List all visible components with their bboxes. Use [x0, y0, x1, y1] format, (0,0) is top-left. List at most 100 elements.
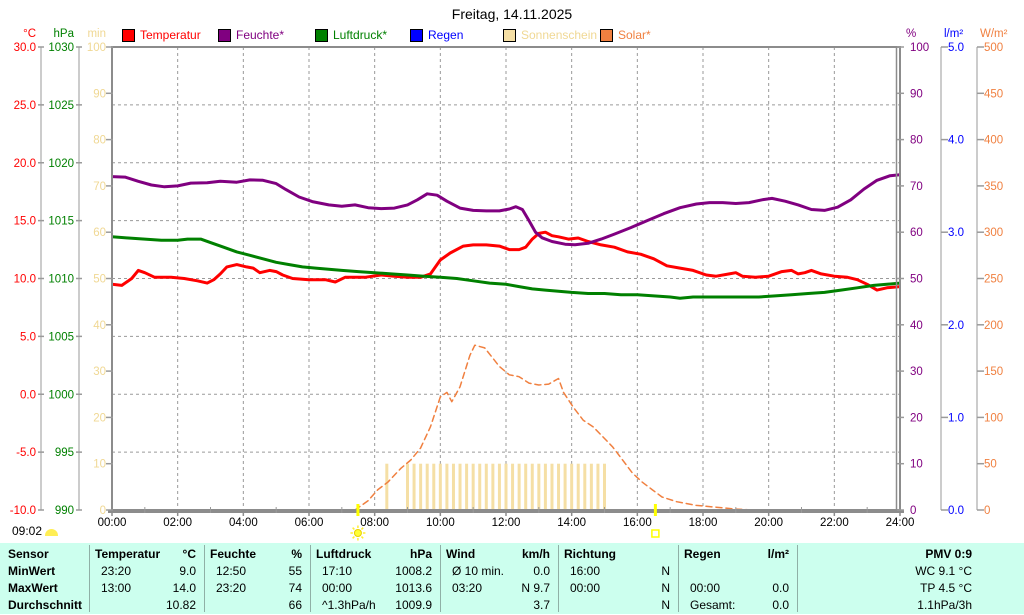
axis-tick-label: 0.0	[20, 389, 36, 401]
sunshine-bar	[563, 463, 567, 510]
table-cell-time: ^1.3hPa/h	[322, 598, 376, 612]
table-cell-value: N	[661, 564, 670, 578]
table-cell-time: 03:20	[452, 581, 483, 595]
legend-item-regen: Regen	[410, 28, 463, 42]
axis-tick-label: 5.0	[20, 331, 36, 343]
x-axis-label: 08:00	[360, 517, 389, 529]
table-separator	[310, 545, 311, 612]
table-separator	[797, 545, 798, 612]
sunshine-bar	[419, 463, 423, 510]
sunshine-bar	[576, 463, 580, 510]
axis-tick-label: 10.0	[14, 274, 36, 286]
table-cell-time: 00:00	[322, 581, 353, 595]
stats-table: Sensor MinWert MaxWert Durchschnitt Temperat…	[0, 543, 1024, 614]
legend-item-temperatur: Temperatur	[122, 28, 201, 42]
table-cell-time: 16:00	[570, 564, 601, 578]
series-line-luftdruck	[112, 235, 900, 300]
sunshine-bar	[451, 463, 455, 510]
col-unit: °C	[182, 547, 196, 561]
x-axis-label: 02:00	[163, 517, 192, 529]
axis-tick-label: 990	[55, 505, 74, 517]
sunshine-bar	[484, 463, 488, 510]
axis-tick-label: 100	[984, 412, 1003, 424]
sunshine-bar	[543, 463, 547, 510]
x-axis-label: 06:00	[295, 517, 324, 529]
axis-tick-label: 20	[93, 412, 106, 424]
col-unit: hPa	[409, 547, 432, 561]
axis-tick-label: 50	[93, 274, 106, 286]
x-axis-label: 10:00	[426, 517, 455, 529]
axis-tick-label: 0	[984, 505, 990, 517]
sunshine-bar	[596, 463, 600, 510]
col-header: Regen	[684, 547, 721, 561]
table-cell-value: 1009.9	[395, 598, 432, 612]
axis-tick-label: 90	[93, 88, 106, 100]
axis-tick-label: 20	[910, 412, 923, 424]
plot-border	[108, 46, 904, 513]
axis-tick-label: 80	[93, 135, 106, 147]
axis-tick-label: 1020	[48, 158, 74, 170]
col-header: Temperatur	[95, 547, 161, 561]
legend-item-feuchte: Feuchte*	[218, 28, 284, 42]
axis-tick-label: 200	[984, 320, 1003, 332]
sunshine-bar	[517, 463, 521, 510]
sunshine-bar	[550, 463, 554, 510]
sunshine-bar	[583, 463, 587, 510]
axis-tick-label: 20.0	[14, 158, 36, 170]
col-header: PMV 0:9	[925, 547, 972, 561]
axis-tick-label: 100	[87, 42, 106, 54]
legend-item-sonnenschein: Sonnenschein	[503, 28, 597, 42]
table-cell-value: 14.0	[172, 581, 196, 595]
table-cell-time: Ø 10 min.	[452, 564, 505, 578]
axis-tick-label: 150	[984, 366, 1003, 378]
axis-tick-label: 0.0	[948, 505, 964, 517]
table-cell-value: N	[661, 598, 670, 612]
legend-label: Regen	[428, 28, 464, 42]
legend-swatch	[315, 28, 328, 42]
sunset-icon	[651, 529, 660, 538]
series-line-feuchte	[112, 173, 900, 247]
axis-tick-label: 70	[93, 181, 106, 193]
x-axis-label: 18:00	[689, 517, 718, 529]
col-header: Richtung	[564, 547, 616, 561]
table-separator	[440, 545, 441, 612]
legend-item-luftdruck: Luftdruck*	[315, 28, 387, 42]
legend-swatch	[122, 28, 135, 42]
table-cell-value: 55	[288, 564, 302, 578]
col-unit: km/h	[521, 547, 550, 561]
row-header: Sensor	[8, 547, 49, 561]
table-cell-value: 1013.6	[395, 581, 432, 595]
axis-tick-label: 0	[910, 505, 916, 517]
axis-tick-label: 450	[984, 88, 1003, 100]
axis-tick-label: 100	[910, 42, 929, 54]
table-cell-value: 10.82	[165, 598, 196, 612]
x-axis-label: 00:00	[98, 517, 127, 529]
table-cell-value: 0.0	[772, 598, 789, 612]
sunshine-bar	[432, 463, 436, 510]
axis-tick-label: 50	[910, 274, 923, 286]
axis-tick-label: 3.0	[948, 227, 964, 239]
axis-tick-label: 30	[93, 366, 106, 378]
sunshine-bar	[511, 463, 515, 510]
axis-header-humidity: %	[906, 28, 916, 40]
legend-item-solar: Solar*	[600, 28, 651, 42]
axis-tick-label: 500	[984, 42, 1003, 54]
legend-label: Luftdruck*	[333, 28, 388, 42]
axis-tick-label: 25.0	[14, 100, 36, 112]
weather-chart: 30.025.020.015.010.05.00.0-5.0-10.0°C103…	[10, 28, 1008, 541]
sunshine-total-label: 09:02	[12, 524, 43, 538]
sunshine-bar	[445, 463, 449, 510]
sunshine-bar	[478, 463, 482, 510]
sunshine-bar	[504, 463, 508, 510]
sunshine-bar	[385, 463, 389, 510]
sunshine-bar	[425, 463, 429, 510]
table-cell-value: TP 4.5 °C	[920, 581, 972, 595]
sunrise-icon	[350, 525, 366, 541]
row-header: MaxWert	[8, 581, 58, 595]
gridlines	[112, 47, 900, 510]
axis-header-sunshine: min	[87, 28, 106, 40]
